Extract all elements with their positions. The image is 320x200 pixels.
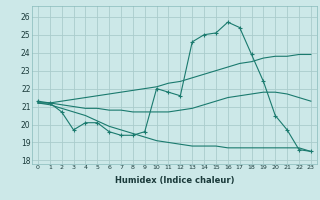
- X-axis label: Humidex (Indice chaleur): Humidex (Indice chaleur): [115, 176, 234, 185]
